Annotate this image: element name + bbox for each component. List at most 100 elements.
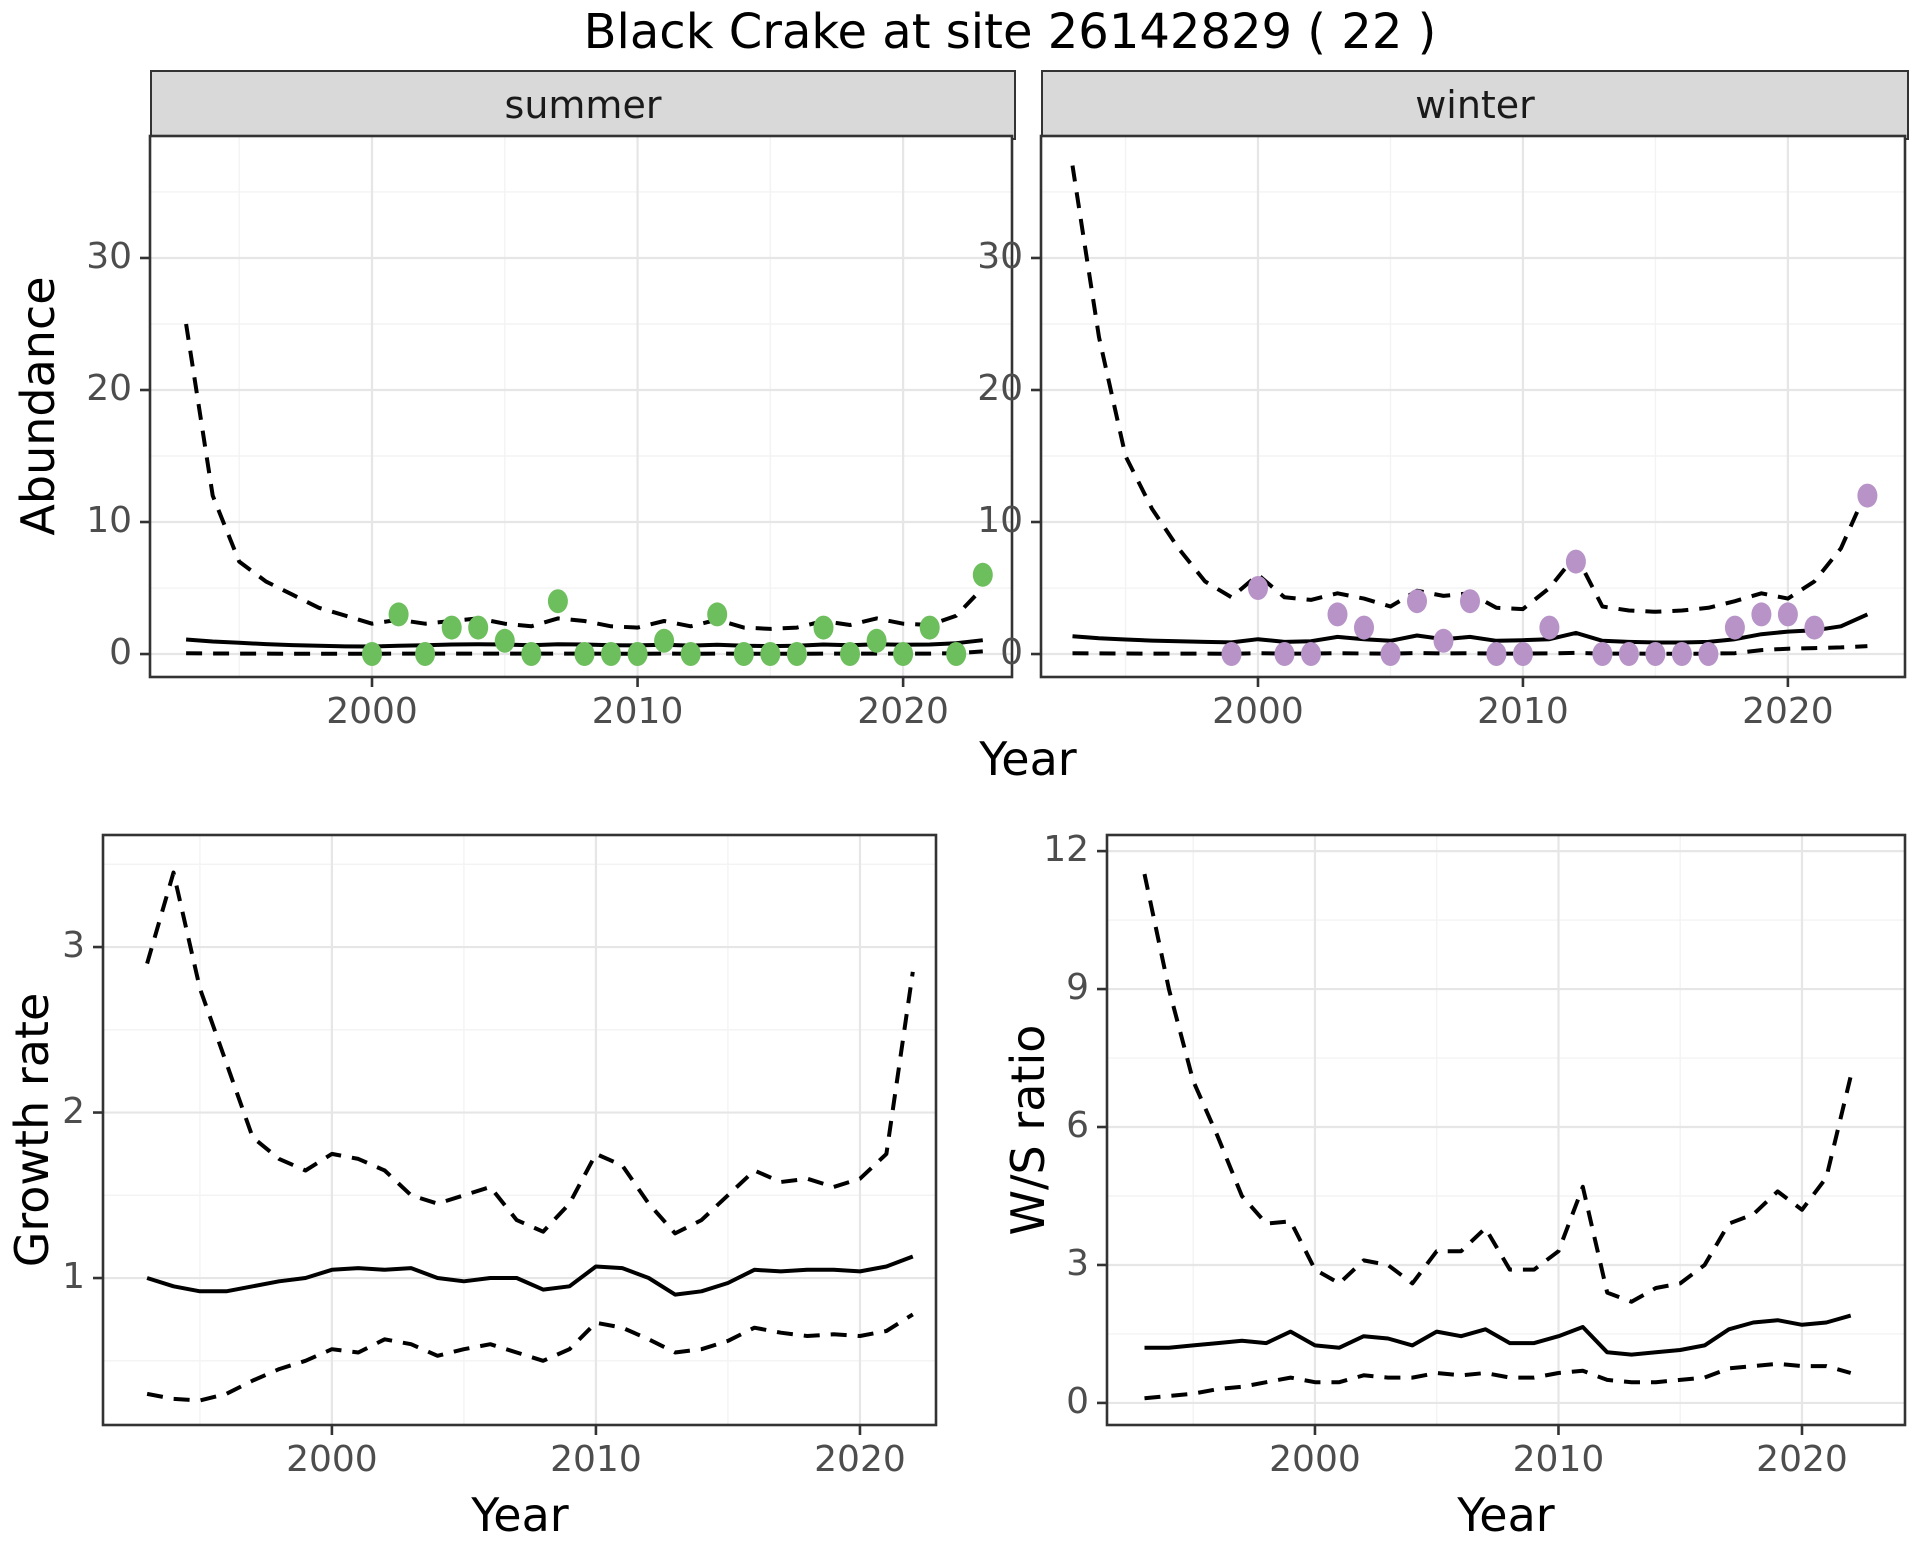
data-point	[813, 615, 834, 640]
x-tick-label: 2010	[1512, 1439, 1605, 1480]
data-point	[1301, 642, 1321, 666]
mean-line	[146, 1254, 914, 1297]
data-point	[707, 602, 728, 627]
panel-abundance-summer: 2000 2010 2020 0 10 20 30	[86, 134, 1014, 732]
x-tick-label: 2020	[857, 691, 949, 732]
data-point	[1724, 615, 1745, 640]
data-point	[1777, 602, 1798, 627]
data-point	[893, 642, 914, 666]
data-point	[919, 615, 940, 640]
panel-abundance-winter: 2000 2010 2020 0 10 20 30	[977, 134, 1907, 732]
data-point	[627, 642, 648, 666]
data-point	[415, 642, 436, 666]
data-point	[1804, 615, 1825, 640]
data-point	[866, 628, 887, 653]
data-point	[1592, 642, 1613, 666]
lower-ci-line	[1144, 1361, 1852, 1401]
data-point	[1221, 642, 1242, 666]
x-tick-label: 2000	[286, 1439, 378, 1480]
data-point	[1433, 628, 1454, 653]
panel-growth-rate: 2000 2010 2020 1 2 3	[62, 833, 938, 1480]
y-tick-label: 0	[109, 632, 132, 674]
data-point	[1698, 642, 1719, 666]
x-axis-title-year-top: Year	[979, 732, 1077, 786]
y-tick-label: 12	[1043, 829, 1089, 871]
data-point	[1565, 549, 1586, 574]
data-point	[1380, 642, 1401, 666]
y-tick-label: 10	[977, 500, 1023, 541]
lower-ci-line	[146, 1312, 914, 1403]
data-point	[1407, 589, 1427, 614]
data-point	[946, 642, 967, 666]
data-point	[840, 642, 860, 666]
y-tick-label: 3	[62, 925, 85, 967]
x-tick-label: 2020	[814, 1439, 906, 1480]
chart-title: Black Crake at site 26142829 ( 22 )	[583, 4, 1437, 60]
facet-strip-summer: summer	[150, 70, 1016, 140]
lower-ci-line	[1072, 644, 1868, 656]
upper-ci-line	[145, 870, 915, 1236]
y-tick-label: 1	[62, 1256, 85, 1298]
data-point	[1327, 602, 1348, 627]
x-tick-label: 2000	[1212, 691, 1304, 732]
y-tick-label: 0	[1000, 632, 1023, 674]
x-tick-label: 2010	[1477, 691, 1569, 732]
panel-ws-ratio: 2000 2010 2020 0 3 6 9 12	[1043, 829, 1907, 1480]
data-point	[362, 642, 382, 666]
y-tick-label: 20	[977, 367, 1023, 409]
plot-area-ws	[1097, 833, 1907, 1435]
facet-label-summer: summer	[504, 83, 662, 127]
x-tick-label: 2000	[326, 691, 418, 732]
data-point	[441, 615, 462, 640]
data-point	[733, 642, 754, 666]
plot-area-abundance_winter	[1031, 134, 1907, 687]
data-point	[1671, 642, 1692, 666]
y-tick-label: 10	[86, 500, 132, 541]
data-point	[468, 615, 489, 640]
data-point	[1857, 483, 1878, 508]
data-point	[1274, 642, 1295, 666]
data-point	[1248, 576, 1268, 600]
data-point	[1618, 642, 1639, 666]
mean-line	[1144, 1313, 1852, 1357]
y-tick-label: 30	[86, 235, 132, 277]
data-point	[388, 602, 409, 627]
facet-label-winter: winter	[1415, 83, 1535, 127]
data-point	[1460, 589, 1480, 614]
facet-strip-winter: winter	[1041, 70, 1909, 140]
data-point	[1751, 602, 1772, 627]
data-point	[521, 642, 542, 666]
y-tick-label: 30	[977, 235, 1023, 277]
y-tick-label: 20	[86, 367, 132, 409]
data-point	[1354, 615, 1374, 640]
plot-area-growth	[93, 833, 938, 1435]
plot-area-abundance_summer	[140, 134, 1014, 687]
x-tick-label: 2020	[1756, 1439, 1848, 1480]
y-tick-label: 9	[1066, 967, 1089, 1009]
data-point	[601, 642, 621, 666]
data-point	[1512, 642, 1533, 666]
y-tick-label: 0	[1066, 1380, 1089, 1422]
data-point	[760, 642, 781, 666]
data-point	[786, 642, 807, 666]
x-tick-label: 2010	[550, 1439, 642, 1480]
y-tick-label: 2	[62, 1090, 85, 1132]
data-point	[494, 628, 515, 653]
x-axis-title-year-growth: Year	[471, 1488, 569, 1542]
data-point	[547, 589, 568, 614]
x-tick-label: 2020	[1742, 691, 1834, 732]
data-point	[972, 562, 993, 587]
x-axis-title-year-ws: Year	[1457, 1488, 1555, 1542]
x-tick-label: 2000	[1269, 1439, 1361, 1480]
data-point	[1486, 642, 1507, 666]
data-point	[680, 642, 701, 666]
x-tick-label: 2010	[591, 691, 684, 732]
upper-ci-line	[1142, 873, 1853, 1304]
data-point	[654, 628, 675, 653]
y-tick-label: 6	[1066, 1105, 1089, 1146]
data-point	[1645, 642, 1666, 666]
data-point	[1539, 615, 1560, 640]
upper-ci-line	[184, 323, 985, 631]
y-tick-label: 3	[1066, 1242, 1089, 1284]
